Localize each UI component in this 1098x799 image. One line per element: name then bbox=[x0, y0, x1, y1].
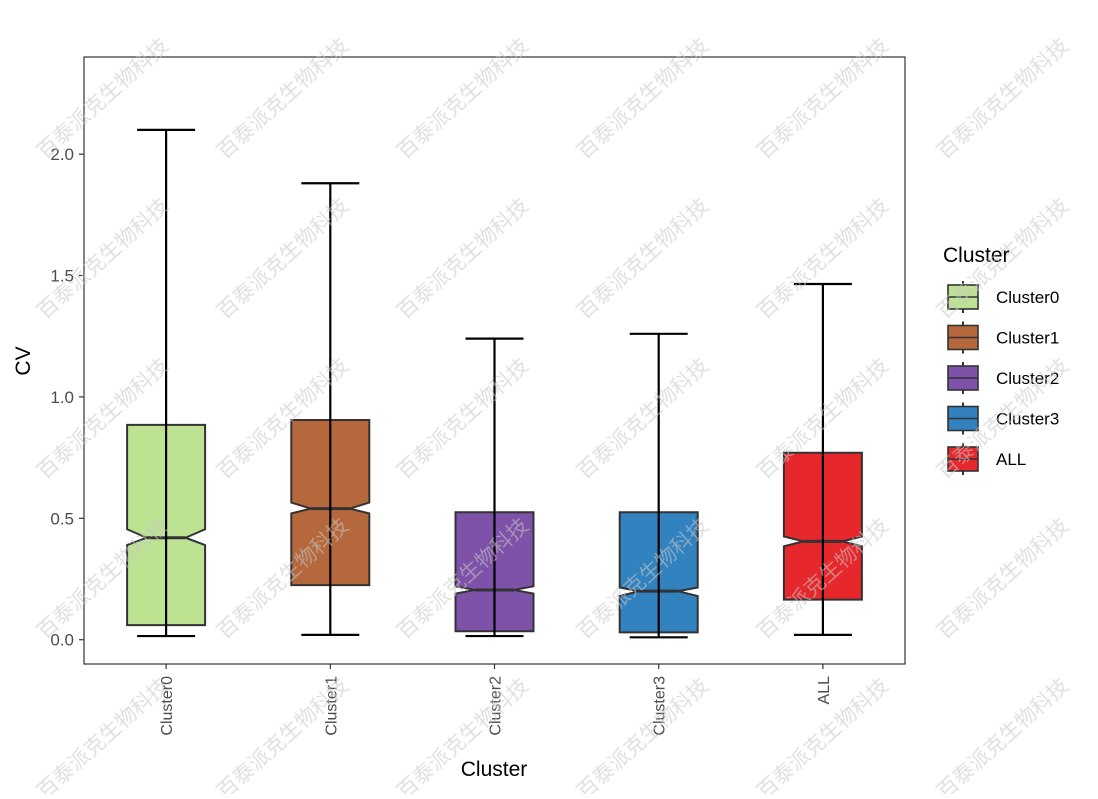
legend-item-cluster1: Cluster1 bbox=[947, 321, 1059, 354]
y-tick-label: 0.0 bbox=[50, 631, 74, 650]
x-axis: Cluster0 Cluster1 Cluster2 Cluster3 ALL bbox=[159, 664, 833, 736]
legend-label: Cluster2 bbox=[996, 369, 1059, 388]
y-axis-title: CV bbox=[12, 346, 35, 375]
legend-label: Cluster1 bbox=[996, 329, 1059, 348]
y-tick-label: 1.5 bbox=[50, 267, 74, 286]
y-tick-label: 1.0 bbox=[50, 388, 74, 407]
x-tick-label: Cluster2 bbox=[488, 676, 505, 736]
legend: Cluster Cluster0 Cluster1 Cluster2 Cluster3… bbox=[943, 244, 1059, 475]
box-all bbox=[782, 282, 863, 636]
box-cluster1 bbox=[290, 182, 371, 636]
watermark-text: 百泰派克生物科技 bbox=[933, 674, 1073, 794]
watermark-text: 百泰派克生物科技 bbox=[33, 674, 173, 794]
legend-label: Cluster0 bbox=[996, 288, 1059, 307]
watermark-text: 百泰派克生物科技 bbox=[933, 34, 1073, 164]
legend-items: Cluster0 Cluster1 Cluster2 Cluster3 ALL bbox=[947, 281, 1059, 475]
boxes-layer bbox=[126, 128, 863, 639]
legend-label: ALL bbox=[996, 450, 1026, 469]
y-tick-label: 2.0 bbox=[50, 145, 74, 164]
x-tick-label: ALL bbox=[816, 676, 833, 705]
watermark-text: 百泰派克生物科技 bbox=[933, 514, 1073, 644]
x-axis-title: Cluster bbox=[461, 758, 528, 781]
y-axis: 0.0 0.5 1.0 1.5 2.0 bbox=[50, 145, 84, 650]
x-tick-label: Cluster1 bbox=[323, 676, 340, 736]
x-tick-label: Cluster0 bbox=[159, 676, 176, 736]
watermark-text: 百泰派克生物科技 bbox=[573, 674, 713, 794]
legend-item-cluster3: Cluster3 bbox=[947, 402, 1059, 435]
box-cluster3 bbox=[618, 332, 699, 639]
legend-title: Cluster bbox=[943, 244, 1010, 267]
box-cluster2 bbox=[454, 337, 535, 638]
y-tick-label: 0.5 bbox=[50, 509, 74, 528]
legend-item-all: ALL bbox=[947, 443, 1026, 475]
legend-item-cluster0: Cluster0 bbox=[947, 281, 1059, 313]
box-cluster0 bbox=[126, 128, 207, 638]
legend-item-cluster2: Cluster2 bbox=[947, 362, 1059, 394]
x-tick-label: Cluster3 bbox=[652, 676, 669, 736]
legend-label: Cluster3 bbox=[996, 410, 1059, 429]
